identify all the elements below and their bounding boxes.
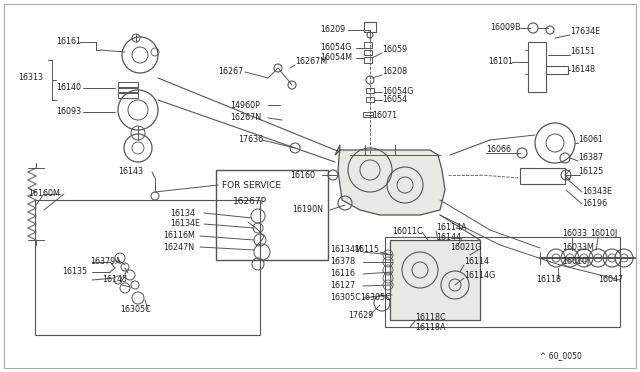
Text: 16115: 16115	[354, 246, 379, 254]
Text: 16011C: 16011C	[392, 228, 422, 237]
Text: 16010J: 16010J	[590, 230, 617, 238]
Bar	[363, 112, 373, 117]
Bar	[364, 42, 372, 48]
Text: 16267: 16267	[218, 67, 243, 77]
Text: 16054G: 16054G	[320, 44, 351, 52]
Text: 16379A: 16379A	[90, 257, 121, 266]
Bar	[118, 88, 138, 92]
Text: 16114G: 16114G	[464, 270, 495, 279]
Text: 16343E: 16343E	[582, 187, 612, 196]
Text: 16305C: 16305C	[360, 294, 391, 302]
Text: 16116: 16116	[330, 269, 355, 279]
Text: 16134: 16134	[170, 208, 195, 218]
Text: 16054G: 16054G	[382, 87, 413, 96]
Text: 16135: 16135	[62, 267, 87, 276]
Text: 16148: 16148	[570, 65, 595, 74]
Text: 17629: 17629	[348, 311, 373, 320]
Text: 16114A: 16114A	[436, 224, 467, 232]
Text: 16208: 16208	[382, 67, 407, 77]
Text: 16160: 16160	[290, 170, 315, 180]
Text: 16190N: 16190N	[292, 205, 323, 215]
Text: 16313: 16313	[18, 74, 43, 83]
Text: 16009B: 16009B	[490, 23, 520, 32]
Bar	[364, 57, 372, 63]
Text: 16144: 16144	[436, 234, 461, 243]
Text: 16118C: 16118C	[415, 314, 445, 323]
Text: 16054M: 16054M	[320, 54, 352, 62]
Text: 16116M: 16116M	[163, 231, 195, 241]
Text: 16010J: 16010J	[562, 257, 589, 266]
Bar	[520, 168, 565, 184]
Polygon shape	[335, 145, 445, 215]
Text: 16134M: 16134M	[330, 246, 362, 254]
Text: 16267N: 16267N	[230, 113, 261, 122]
Bar	[385, 237, 620, 327]
Text: 16305C: 16305C	[330, 294, 361, 302]
Text: 16134E: 16134E	[170, 219, 200, 228]
Text: 16093: 16093	[56, 108, 81, 116]
Bar	[364, 22, 376, 32]
Text: 16305C: 16305C	[120, 305, 151, 314]
Text: 16101: 16101	[488, 58, 513, 67]
Text: 16066: 16066	[486, 145, 511, 154]
Text: 16267P: 16267P	[233, 198, 267, 206]
Text: 16054: 16054	[382, 96, 407, 105]
Bar	[118, 93, 138, 98]
Bar	[216, 170, 328, 260]
Bar	[546, 66, 568, 74]
Text: 16071: 16071	[372, 110, 397, 119]
Text: 16267M: 16267M	[295, 58, 327, 67]
Text: 16209: 16209	[320, 26, 345, 35]
Text: 16047: 16047	[598, 276, 623, 285]
Text: 16161: 16161	[56, 38, 81, 46]
Text: 16387: 16387	[578, 154, 603, 163]
Text: 16125: 16125	[578, 167, 604, 176]
Text: 16143: 16143	[118, 167, 143, 176]
Text: 17634E: 17634E	[570, 28, 600, 36]
Bar	[364, 50, 372, 55]
Text: 16145: 16145	[102, 276, 127, 285]
Text: ^ 60_0050: ^ 60_0050	[540, 352, 582, 360]
Text: 16059: 16059	[382, 45, 407, 55]
Text: 16118: 16118	[536, 276, 561, 285]
Text: 14960P: 14960P	[230, 100, 260, 109]
Text: 16114: 16114	[464, 257, 489, 266]
Bar	[118, 82, 138, 87]
Text: 16196: 16196	[582, 199, 607, 208]
Text: 16160M: 16160M	[28, 189, 60, 199]
Bar	[35, 200, 260, 335]
Text: 16140: 16140	[56, 83, 81, 93]
Text: 16118A: 16118A	[415, 324, 445, 333]
Text: 16378: 16378	[330, 257, 355, 266]
Text: 16127: 16127	[330, 282, 355, 291]
Text: 16061: 16061	[578, 135, 603, 144]
Polygon shape	[390, 240, 480, 320]
Text: 16151: 16151	[570, 48, 595, 57]
Text: 17636: 17636	[238, 135, 263, 144]
Bar	[366, 97, 374, 102]
Text: 16247N: 16247N	[163, 243, 194, 251]
Text: 16021G: 16021G	[450, 244, 481, 253]
Text: FOR SERVICE: FOR SERVICE	[222, 180, 281, 189]
Bar	[366, 88, 374, 93]
Text: 16033M: 16033M	[562, 244, 594, 253]
Text: 16033: 16033	[562, 230, 587, 238]
Bar	[528, 42, 546, 92]
